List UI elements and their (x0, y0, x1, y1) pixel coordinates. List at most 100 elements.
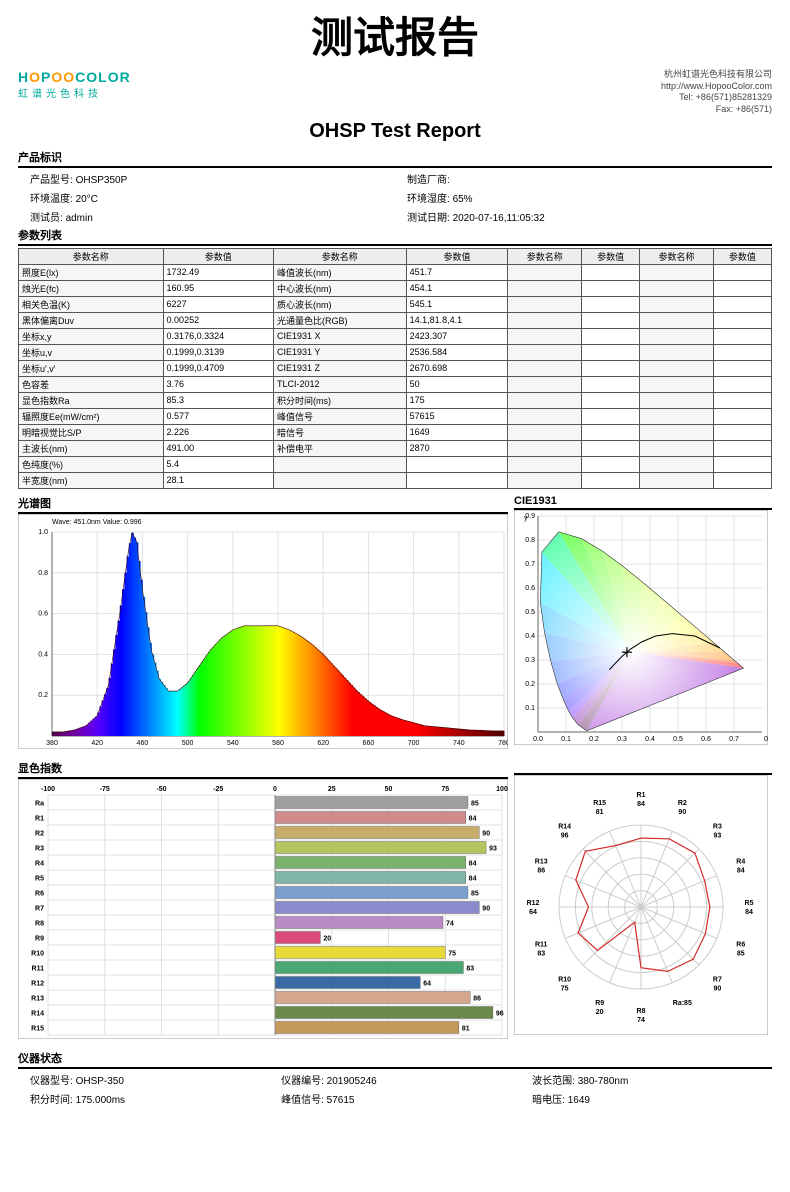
svg-text:0.4: 0.4 (38, 651, 48, 658)
param-cell (713, 424, 771, 440)
svg-text:620: 620 (317, 740, 329, 747)
param-cell (713, 328, 771, 344)
company-url: http://www.HopooColor.com (661, 81, 772, 93)
svg-text:540: 540 (227, 740, 239, 747)
param-cell (508, 280, 582, 296)
param-cell (713, 296, 771, 312)
param-cell (406, 472, 508, 488)
param-cell (713, 376, 771, 392)
svg-text:0.5: 0.5 (673, 736, 683, 743)
company-fax: Fax: +86(571) (661, 104, 772, 116)
svg-text:R4: R4 (35, 860, 44, 867)
param-cell (713, 312, 771, 328)
company-name: 杭州虹谱光色科技有限公司 (661, 69, 772, 81)
param-cell: 积分时间(ms) (273, 392, 406, 408)
svg-text:R9: R9 (595, 1000, 604, 1007)
svg-text:0.4: 0.4 (525, 633, 535, 640)
param-cell: 85.3 (163, 392, 273, 408)
param-cell (640, 264, 714, 280)
section-radar (514, 760, 772, 775)
svg-text:R1: R1 (637, 792, 646, 799)
param-cell: 1649 (406, 424, 508, 440)
svg-text:R5: R5 (745, 900, 754, 907)
svg-text:75: 75 (561, 985, 569, 992)
param-cell: 28.1 (163, 472, 273, 488)
param-cell: 黑体偏离Duv (19, 312, 164, 328)
svg-text:R1: R1 (35, 815, 44, 822)
svg-text:0.8x: 0.8x (764, 736, 768, 743)
svg-text:R11: R11 (32, 965, 45, 972)
param-cell (713, 360, 771, 376)
svg-text:R5: R5 (35, 875, 44, 882)
param-cell (640, 440, 714, 456)
instr-dark: 暗电压: 1649 (520, 1090, 771, 1107)
svg-text:0.2: 0.2 (525, 681, 535, 688)
svg-text:0.3: 0.3 (525, 657, 535, 664)
svg-text:85: 85 (737, 950, 745, 957)
svg-text:R15: R15 (31, 1025, 44, 1032)
param-cell (713, 344, 771, 360)
param-header: 参数值 (713, 248, 771, 264)
svg-text:93: 93 (489, 845, 497, 852)
svg-text:0.7: 0.7 (729, 736, 739, 743)
svg-text:83: 83 (537, 950, 545, 957)
svg-text:64: 64 (529, 909, 537, 916)
logo-sub: 虹谱光色科技 (18, 85, 131, 100)
param-cell (640, 472, 714, 488)
param-cell: 454.1 (406, 280, 508, 296)
param-cell: TLCI-2012 (273, 376, 406, 392)
svg-text:R2: R2 (678, 800, 687, 807)
param-cell (508, 408, 582, 424)
svg-text:380: 380 (46, 740, 58, 747)
cri-radar-chart: R184R290R393R484R584R685R790Ra:85R874R92… (514, 775, 768, 1035)
param-cell: 2670.698 (406, 360, 508, 376)
instr-sn: 仪器编号: 201905246 (269, 1071, 520, 1088)
svg-text:580: 580 (272, 740, 284, 747)
svg-text:R3: R3 (35, 845, 44, 852)
param-header: 参数值 (406, 248, 508, 264)
cri-bar-chart: -100-75-50-250255075100Ra85R184R290R393R… (18, 779, 508, 1039)
svg-text:93: 93 (713, 832, 721, 839)
param-cell: 主波长(nm) (19, 440, 164, 456)
param-cell (508, 440, 582, 456)
svg-text:R14: R14 (31, 1010, 44, 1017)
svg-text:0.6: 0.6 (525, 585, 535, 592)
product-hum: 环境湿度: 65% (395, 189, 772, 206)
param-cell: 辐照度Ee(mW/cm²) (19, 408, 164, 424)
param-cell (508, 360, 582, 376)
param-cell (640, 392, 714, 408)
svg-text:0.8: 0.8 (38, 570, 48, 577)
param-header: 参数名称 (273, 248, 406, 264)
svg-text:86: 86 (537, 867, 545, 874)
svg-text:R13: R13 (31, 995, 44, 1002)
svg-text:R8: R8 (637, 1008, 646, 1015)
svg-text:740: 740 (453, 740, 465, 747)
svg-text:84: 84 (469, 875, 477, 882)
param-cell (582, 328, 640, 344)
svg-text:0.7: 0.7 (525, 561, 535, 568)
param-cell (713, 472, 771, 488)
param-cell: 57615 (406, 408, 508, 424)
svg-text:20: 20 (323, 935, 331, 942)
svg-text:-25: -25 (213, 786, 223, 793)
param-cell: 峰值波长(nm) (273, 264, 406, 280)
instr-integ: 积分时间: 175.000ms (18, 1090, 269, 1107)
param-cell: 5.4 (163, 456, 273, 472)
param-cell: 2.226 (163, 424, 273, 440)
param-header: 参数名称 (640, 248, 714, 264)
report-title: OHSP Test Report (18, 120, 772, 143)
svg-text:-100: -100 (41, 786, 55, 793)
svg-text:R6: R6 (35, 890, 44, 897)
instr-range: 波长范围: 380-780nm (520, 1071, 771, 1088)
param-cell (640, 424, 714, 440)
param-cell (582, 344, 640, 360)
param-cell (508, 328, 582, 344)
param-header: 参数值 (163, 248, 273, 264)
param-cell: 50 (406, 376, 508, 392)
svg-text:-50: -50 (156, 786, 166, 793)
param-cell: 3.76 (163, 376, 273, 392)
section-instrument: 仪器状态 (18, 1050, 772, 1069)
page-main-title: 测试报告 (0, 0, 790, 67)
param-cell: 0.1999,0.4709 (163, 360, 273, 376)
param-cell: CIE1931 X (273, 328, 406, 344)
